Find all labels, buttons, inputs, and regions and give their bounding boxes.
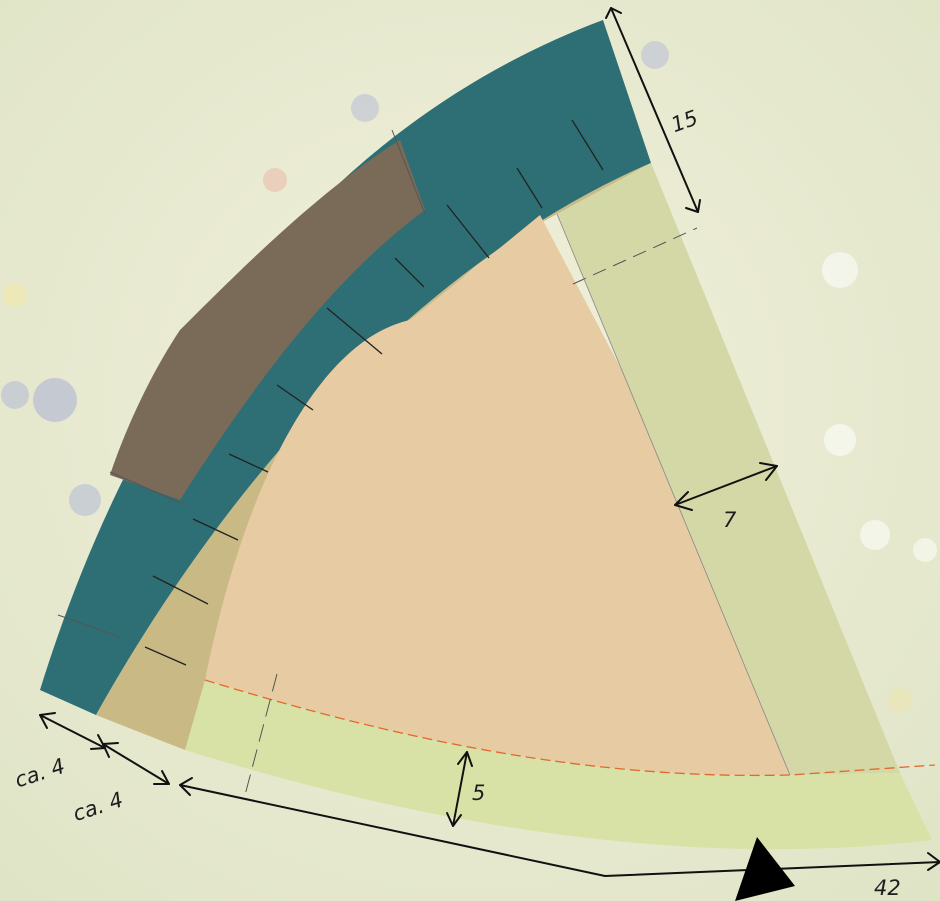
dimension-lines [39,7,940,877]
plant-row-marks [144,119,604,666]
internal-lines [57,129,936,796]
side-strip-dimension [674,462,778,511]
brown-teal-divider-top [391,129,426,215]
bottom-strip [185,680,932,850]
brown-outer-band [110,140,425,500]
inner-sector [205,215,790,776]
planting-boundary-line [204,679,936,777]
radius-dimension [179,777,940,877]
strip-edge-line [556,213,791,776]
sector-bands [40,20,932,850]
upper-dashed-line [572,227,698,285]
north-arrow-icon [735,837,795,901]
lower-dashed-line [244,673,278,796]
brown-teal-divider-bottom [109,471,186,506]
side-strip [557,163,900,775]
teal-segment-divider [57,614,121,638]
bottom-strip-width-label: 5 [472,781,485,805]
inner-band-dimension [102,742,170,785]
bottom-strip-dimension [446,751,473,827]
top-width-dimension [605,7,701,213]
radius-length-label: 42 [874,876,901,900]
side-strip-width-label: 7 [723,508,737,532]
